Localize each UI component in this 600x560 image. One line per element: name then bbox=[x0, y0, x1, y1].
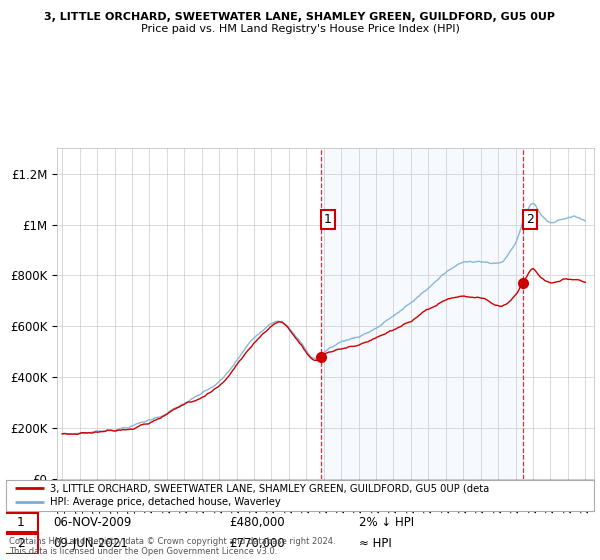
Text: 1: 1 bbox=[17, 516, 25, 529]
Text: 3, LITTLE ORCHARD, SWEETWATER LANE, SHAMLEY GREEN, GUILDFORD, GU5 0UP: 3, LITTLE ORCHARD, SWEETWATER LANE, SHAM… bbox=[44, 12, 556, 22]
FancyBboxPatch shape bbox=[3, 513, 38, 532]
Text: 1: 1 bbox=[323, 213, 332, 226]
Text: Price paid vs. HM Land Registry's House Price Index (HPI): Price paid vs. HM Land Registry's House … bbox=[140, 24, 460, 34]
Bar bbox=[321, 148, 523, 479]
Text: HPI: Average price, detached house, Waverley: HPI: Average price, detached house, Wave… bbox=[50, 497, 281, 507]
Text: 09-JUN-2021: 09-JUN-2021 bbox=[53, 537, 128, 550]
Text: £480,000: £480,000 bbox=[229, 516, 285, 529]
Text: 2: 2 bbox=[17, 537, 25, 550]
Text: 3, LITTLE ORCHARD, SWEETWATER LANE, SHAMLEY GREEN, GUILDFORD, GU5 0UP (deta: 3, LITTLE ORCHARD, SWEETWATER LANE, SHAM… bbox=[50, 483, 490, 493]
Text: 2% ↓ HPI: 2% ↓ HPI bbox=[359, 516, 414, 529]
Text: 2: 2 bbox=[526, 213, 534, 226]
FancyBboxPatch shape bbox=[3, 534, 38, 553]
Text: £770,000: £770,000 bbox=[229, 537, 285, 550]
Text: ≈ HPI: ≈ HPI bbox=[359, 537, 392, 550]
Text: 06-NOV-2009: 06-NOV-2009 bbox=[53, 516, 131, 529]
Text: Contains HM Land Registry data © Crown copyright and database right 2024.
This d: Contains HM Land Registry data © Crown c… bbox=[9, 536, 335, 556]
